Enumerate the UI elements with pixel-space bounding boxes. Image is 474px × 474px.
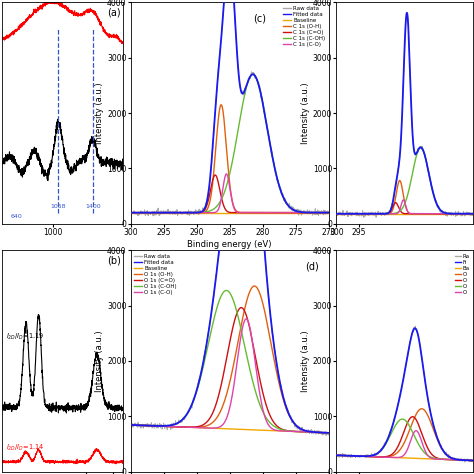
Text: (b): (b) xyxy=(108,255,121,265)
Y-axis label: Intensity (a.u.): Intensity (a.u.) xyxy=(301,330,310,392)
Text: 640: 640 xyxy=(10,214,22,219)
Text: (c): (c) xyxy=(254,13,266,23)
Y-axis label: Intensity (a.u.): Intensity (a.u.) xyxy=(95,330,104,392)
X-axis label: Binding energy (eV): Binding energy (eV) xyxy=(188,240,272,249)
Text: (d): (d) xyxy=(305,261,319,271)
Y-axis label: Intensity (a.u.): Intensity (a.u.) xyxy=(95,82,104,144)
Text: (a): (a) xyxy=(108,8,121,18)
Legend: Ra, Fi, Ba, O, O, O, O: Ra, Fi, Ba, O, O, O, O xyxy=(455,253,470,296)
Text: 1400: 1400 xyxy=(85,204,100,210)
Text: 1058: 1058 xyxy=(51,204,66,210)
Text: $I_{2D}/I_D$=1.19: $I_{2D}/I_D$=1.19 xyxy=(6,332,45,342)
Text: $I_{2D}/I_D$=1.14: $I_{2D}/I_D$=1.14 xyxy=(6,443,45,453)
Y-axis label: Intensity (a.u.): Intensity (a.u.) xyxy=(301,82,310,144)
Legend: Raw data, Fitted data, Baseline, O 1s (O-H), O 1s (C=O), O 1s (C-OH), O 1s (C-O): Raw data, Fitted data, Baseline, O 1s (O… xyxy=(134,253,177,296)
Legend: Raw data, Fitted data, Baseline, C 1s (O-H), C 1s (C=O), C 1s (C-OH), C 1s (C-O): Raw data, Fitted data, Baseline, C 1s (O… xyxy=(283,5,326,48)
